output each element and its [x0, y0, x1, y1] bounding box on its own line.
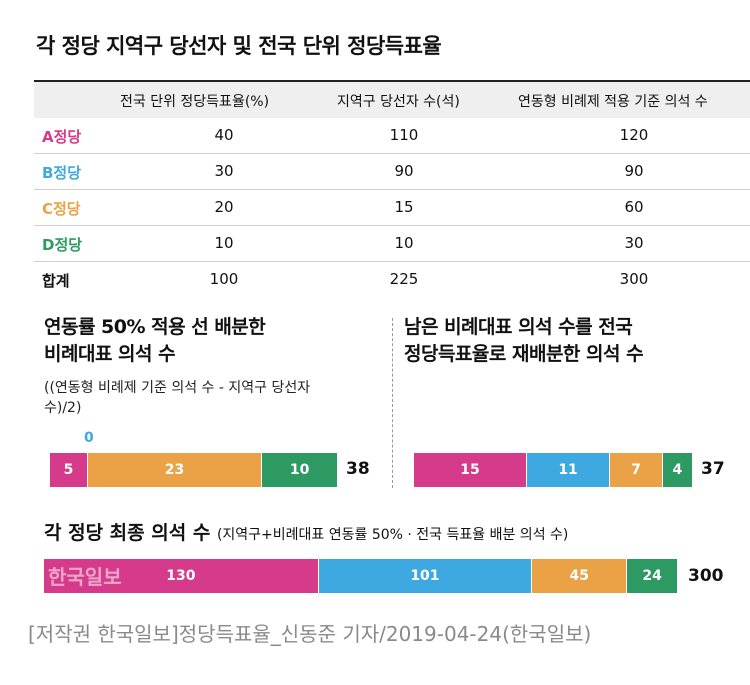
party-cell: A정당 — [42, 128, 82, 146]
section1-note: ((연동형 비례제 기준 의석 수 - 지역구 당선자 수)/2) — [44, 378, 310, 418]
bar-segment-b-party: 11 — [527, 453, 610, 487]
base-seats-cell: 30 — [624, 234, 644, 252]
party-cell: C정당 — [42, 200, 81, 218]
bar-segment-a-party: 5 — [50, 453, 87, 487]
vote-share-cell: 20 — [214, 198, 234, 216]
watermark-logo: 한국일보 — [48, 565, 122, 589]
table-row: B정당 30 90 90 — [34, 154, 750, 190]
bar1-total: 38 — [346, 459, 370, 479]
base-seats-cell: 60 — [624, 198, 644, 216]
header-vote-share: 전국 단위 정당득표율(%) — [120, 94, 270, 110]
results-table: 전국 단위 정당득표율(%) 지역구 당선자 수(석) 연동형 비례제 적용 기… — [34, 80, 750, 297]
district-seats-cell: 15 — [394, 198, 414, 216]
section1-title: 연동률 50% 적용 선 배분한 비례대표 의석 수 — [44, 314, 266, 368]
base-seats-cell: 300 — [619, 270, 649, 288]
bar-segment-a-party: 15 — [414, 453, 527, 487]
base-seats-cell: 120 — [619, 126, 649, 144]
bar-segment-c-party: 7 — [610, 453, 662, 487]
table-row: D정당 10 10 30 — [34, 226, 750, 262]
chart-title: 각 정당 지역구 당선자 및 전국 단위 정당득표율 — [36, 34, 442, 58]
party-cell: B정당 — [42, 164, 82, 182]
section1-note-line2: 수)/2) — [44, 400, 82, 416]
vote-share-cell: 40 — [214, 126, 234, 144]
section2-title-line2: 정당득표율로 재배분한 의석 수 — [404, 343, 644, 365]
section3-title-row: 각 정당 최종 의석 수 (지역구+비례대표 연동률 50% · 전국 득표율 … — [44, 518, 568, 545]
district-seats-cell: 10 — [394, 234, 414, 252]
stacked-bar-reallocation: 15 11 7 4 — [414, 453, 693, 487]
section1-title-line1: 연동률 50% 적용 선 배분한 — [44, 316, 266, 338]
base-seats-cell: 90 — [624, 162, 644, 180]
vote-share-cell: 10 — [214, 234, 234, 252]
party-cell: D정당 — [42, 236, 83, 254]
section3-title: 각 정당 최종 의석 수 — [44, 522, 211, 544]
party-cell: 합계 — [42, 272, 70, 290]
bar2-total: 37 — [701, 459, 725, 479]
stacked-bar-initial-allocation: 5 23 10 — [50, 453, 338, 487]
header-base-seats: 연동형 비례제 적용 기준 의석 수 — [518, 94, 708, 110]
b-party-zero-label: 0 — [84, 430, 94, 446]
table-row: C정당 20 15 60 — [34, 190, 750, 226]
section1-title-line2: 비례대표 의석 수 — [44, 343, 176, 365]
section2-title-line1: 남은 비례대표 의석 수를 전국 — [404, 316, 633, 338]
section3-subtitle: (지역구+비례대표 연동률 50% · 전국 득표율 배분 의석 수) — [216, 527, 569, 543]
bar-segment-a-party: 130 — [44, 559, 318, 593]
credit-line: [저작권 한국일보]정당득표율_신동준 기자/2019-04-24(한국일보) — [28, 622, 592, 646]
table-header: 전국 단위 정당득표율(%) 지역구 당선자 수(석) 연동형 비례제 적용 기… — [34, 80, 750, 118]
table-row: 합계 100 225 300 — [34, 262, 750, 297]
stacked-bar-final-seats: 130 101 45 24 — [44, 559, 678, 593]
section-divider — [392, 318, 393, 488]
bar-segment-d-party: 10 — [262, 453, 337, 487]
table-body: A정당 40 110 120 B정당 30 90 90 C정당 20 15 60 D정당 10 10 30 합계… — [34, 118, 750, 297]
bar-segment-c-party: 23 — [87, 453, 262, 487]
bar3-total: 300 — [688, 566, 724, 586]
district-seats-cell: 90 — [394, 162, 414, 180]
bar-segment-d-party: 24 — [627, 559, 677, 593]
district-seats-cell: 110 — [389, 126, 419, 144]
vote-share-cell: 30 — [214, 162, 234, 180]
vote-share-cell: 100 — [209, 270, 239, 288]
bar-segment-b-party: 101 — [318, 559, 532, 593]
section2-title: 남은 비례대표 의석 수를 전국 정당득표율로 재배분한 의석 수 — [404, 314, 644, 368]
bar-segment-d-party: 4 — [662, 453, 692, 487]
district-seats-cell: 225 — [389, 270, 419, 288]
table-row: A정당 40 110 120 — [34, 118, 750, 154]
bar-segment-c-party: 45 — [532, 559, 627, 593]
section1-note-line1: ((연동형 비례제 기준 의석 수 - 지역구 당선자 — [44, 380, 311, 396]
header-district-seats: 지역구 당선자 수(석) — [337, 94, 460, 110]
